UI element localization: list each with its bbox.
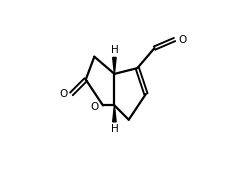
Polygon shape [113,105,116,122]
Text: H: H [111,124,118,134]
Text: H: H [111,45,118,55]
Text: O: O [90,102,98,112]
Polygon shape [113,57,116,74]
Text: O: O [179,35,187,44]
Text: O: O [59,89,67,99]
